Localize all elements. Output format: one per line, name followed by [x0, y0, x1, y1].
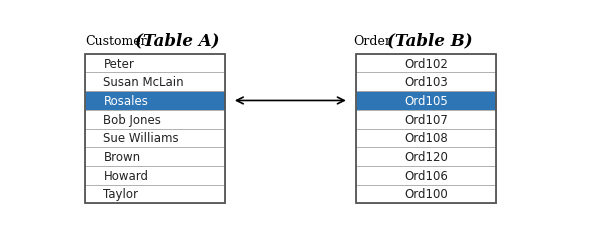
Text: Ord103: Ord103 — [404, 76, 448, 89]
FancyBboxPatch shape — [84, 148, 225, 166]
FancyBboxPatch shape — [84, 110, 225, 129]
FancyBboxPatch shape — [356, 73, 496, 92]
FancyBboxPatch shape — [84, 73, 225, 92]
Text: Customer: Customer — [86, 35, 147, 47]
Text: Susan McLain: Susan McLain — [104, 76, 184, 89]
FancyBboxPatch shape — [84, 92, 225, 110]
Text: Peter: Peter — [104, 57, 134, 70]
FancyBboxPatch shape — [356, 92, 496, 110]
FancyBboxPatch shape — [84, 54, 225, 73]
Text: Ord108: Ord108 — [404, 132, 448, 145]
FancyBboxPatch shape — [84, 129, 225, 148]
FancyBboxPatch shape — [356, 166, 496, 185]
FancyBboxPatch shape — [356, 148, 496, 166]
FancyBboxPatch shape — [356, 110, 496, 129]
Text: Ord100: Ord100 — [404, 188, 448, 201]
Text: Ord107: Ord107 — [404, 113, 448, 126]
Text: Ord120: Ord120 — [404, 150, 448, 164]
Text: (Table B): (Table B) — [387, 33, 473, 49]
Text: Brown: Brown — [104, 150, 140, 164]
Text: Ord106: Ord106 — [404, 169, 448, 182]
FancyBboxPatch shape — [356, 54, 496, 73]
Text: Howard: Howard — [104, 169, 148, 182]
FancyBboxPatch shape — [84, 185, 225, 204]
FancyBboxPatch shape — [356, 185, 496, 204]
Text: Taylor: Taylor — [104, 188, 139, 201]
Text: Rosales: Rosales — [104, 94, 148, 108]
FancyBboxPatch shape — [356, 129, 496, 148]
Text: Order: Order — [353, 35, 391, 47]
Text: Bob Jones: Bob Jones — [104, 113, 161, 126]
Text: Ord102: Ord102 — [404, 57, 448, 70]
FancyBboxPatch shape — [84, 166, 225, 185]
Text: Sue Williams: Sue Williams — [104, 132, 179, 145]
Text: Ord105: Ord105 — [404, 94, 448, 108]
Text: (Table A): (Table A) — [134, 33, 219, 49]
